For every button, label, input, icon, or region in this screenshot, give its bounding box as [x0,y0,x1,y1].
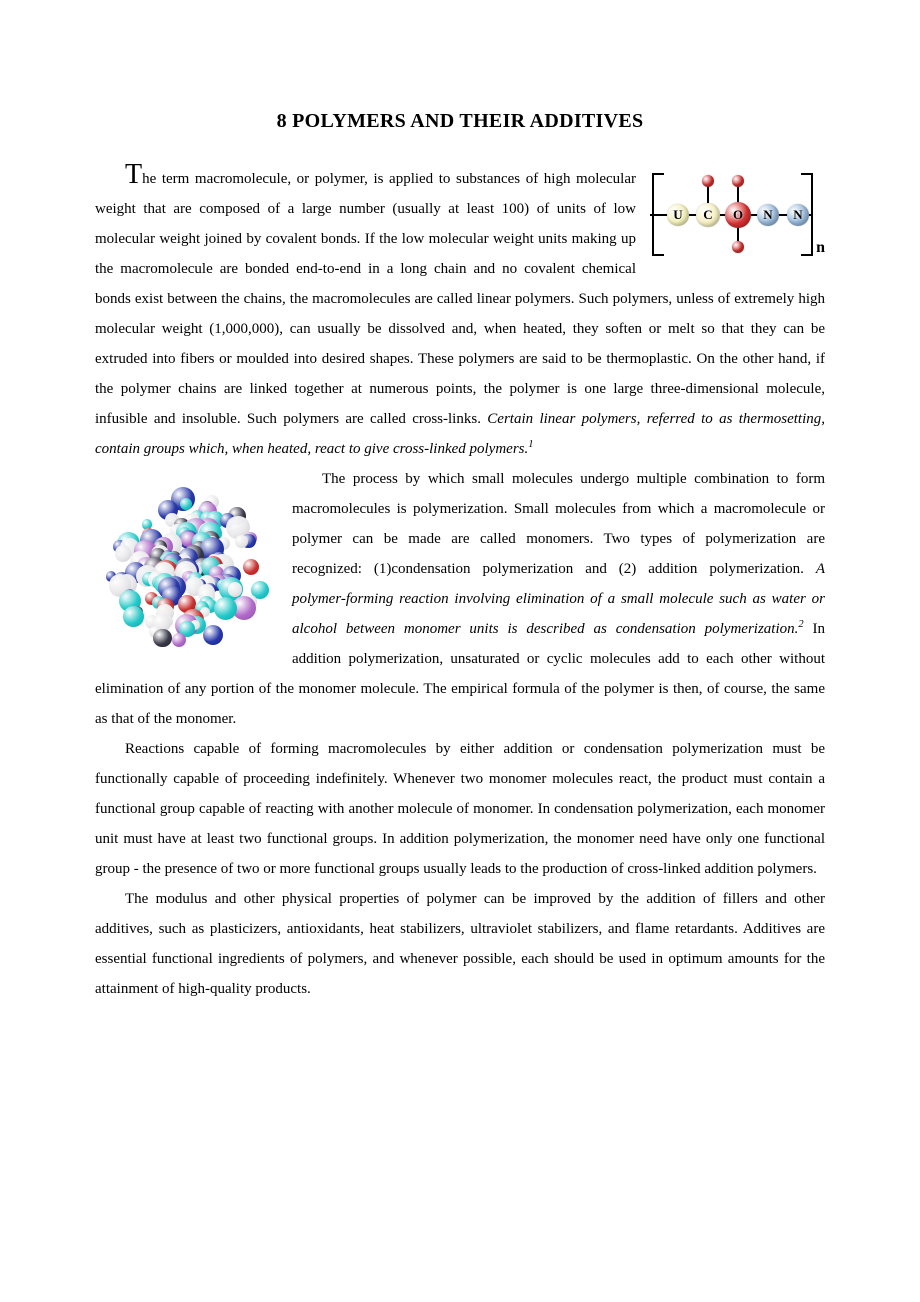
atom-label: N [793,202,802,228]
footnote-1: 1 [528,439,533,450]
polymer-atoms: UCONN [650,167,825,262]
atom-sphere [732,175,744,187]
molecule-atom [214,597,238,621]
document-page: 8 POLYMERS AND THEIR ADDITIVES n UCONN T… [0,0,920,1302]
molecule-atom [203,625,223,645]
para2-text-a: The process by which small molecules und… [292,471,825,577]
body-text: n UCONN The term macromolecule, or polym… [95,161,825,1004]
molecule-atom [115,545,131,561]
paragraph-3: Reactions capable of forming macromolecu… [95,734,825,884]
atom-label: N [763,202,772,228]
molecule-atom [235,535,247,547]
page-title: 8 POLYMERS AND THEIR ADDITIVES [95,110,825,133]
polymer-unit-figure: n UCONN [650,167,825,262]
molecule-atom [180,498,192,510]
molecule-atom [172,633,186,647]
drop-cap: T [125,159,142,190]
atom-label: O [733,202,743,228]
atom-label: C [703,202,712,228]
atom-label: U [673,202,682,228]
molecule-cluster-figure [95,470,280,670]
molecule-atom [123,606,144,627]
atom-sphere [732,241,744,253]
paragraph-4: The modulus and other physical propertie… [95,884,825,1004]
atom-sphere [702,175,714,187]
molecule-atom [153,629,172,648]
molecule-atom [243,559,259,575]
